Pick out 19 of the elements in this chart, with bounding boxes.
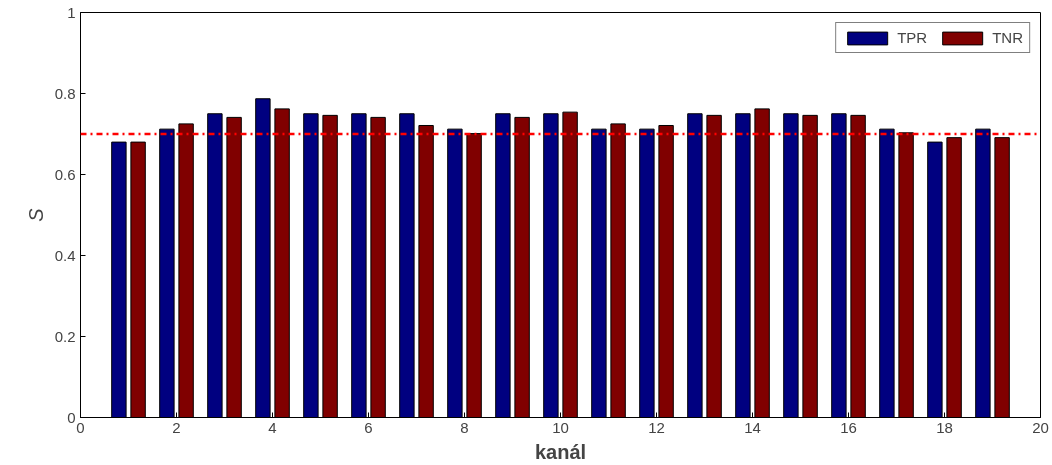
x-axis-title: kanál [534, 440, 587, 463]
y-axis-title: S [24, 207, 47, 222]
x-tick-label: 14 [744, 418, 761, 436]
x-tick-label: 18 [936, 418, 953, 436]
x-tick-label: 2 [172, 418, 181, 436]
x-tick-label: 4 [268, 418, 277, 436]
y-tick-label: 0.2 [54, 327, 76, 345]
y-tick-label: 0.4 [54, 246, 76, 264]
x-tick-label: 12 [648, 418, 665, 436]
x-tick-label: 8 [460, 418, 469, 436]
x-tick-label: 16 [840, 418, 857, 436]
x-tick-label: 10 [552, 418, 569, 436]
legend-label: TNR [992, 29, 1023, 46]
y-tick-label: 1 [67, 3, 76, 21]
y-tick-label: 0.6 [54, 165, 76, 183]
x-tick-label: 6 [364, 418, 373, 436]
x-tick-label: 20 [1032, 418, 1049, 436]
legend-label: TPR [897, 29, 928, 46]
y-tick-label: 0.8 [54, 84, 76, 102]
